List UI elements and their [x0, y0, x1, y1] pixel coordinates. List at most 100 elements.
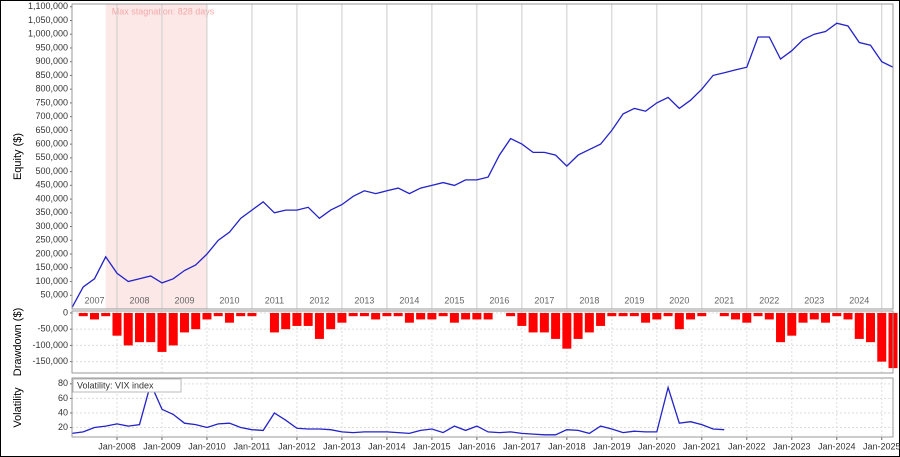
drawdown-bar: [719, 312, 729, 317]
x-tick-label: Jan-2016: [458, 441, 496, 451]
drawdown-bar: [472, 312, 482, 320]
x-tick-label: Jan-2023: [773, 441, 811, 451]
stagnation-band: [105, 4, 207, 309]
year-label: 2017: [534, 295, 554, 305]
year-labels: 2007 2008 2009 2010 2011 2012 2013 2014 2015 2016…: [84, 295, 869, 305]
drawdown-bar: [303, 312, 313, 326]
y-tick-label: 1,000,000: [28, 29, 68, 39]
y-tick-label: 500,000: [35, 166, 68, 176]
drawdown-bar: [101, 312, 111, 317]
y-tick-label: 50,000: [40, 290, 68, 300]
drawdown-bar: [146, 312, 156, 343]
drawdown-bar: [787, 312, 797, 336]
x-tick-label: Jan-2025: [863, 441, 900, 451]
x-tick-label: Jan-2024: [818, 441, 856, 451]
drawdown-bar: [236, 312, 246, 317]
drawdown-bar: [663, 312, 673, 317]
drawdown-bar: [731, 312, 741, 320]
y-tick-label: 350,000: [35, 207, 68, 217]
drawdown-bar: [573, 312, 583, 339]
y-tick-label: 950,000: [35, 42, 68, 52]
y-tick-label: 800,000: [35, 84, 68, 94]
panel: 0 -50,000 -100,000 -150,000 Drawdown ($): [12, 307, 898, 376]
y-tick-label: 850,000: [35, 70, 68, 80]
y-tick-label: 100,000: [35, 276, 68, 286]
line: [71, 22, 894, 308]
plot-area: [72, 378, 893, 437]
year-label: 2014: [399, 295, 419, 305]
drawdown-bar: [809, 312, 819, 320]
stagnation-label: Max stagnation: 828 days: [112, 6, 215, 16]
drawdown-bar: [382, 312, 392, 317]
drawdown-bar: [821, 312, 831, 323]
y-tick-label: 450,000: [35, 180, 68, 190]
annotation: Volatility: VIX index: [77, 380, 154, 390]
y-tick-label: 1,100,000: [28, 1, 68, 11]
plot-area: [72, 311, 893, 373]
y-tick-label: 150,000: [35, 262, 68, 272]
drawdown-bar: [506, 312, 516, 317]
year-label: 2009: [174, 295, 194, 305]
y-tick-label: 80: [58, 378, 68, 388]
drawdown-bar: [697, 312, 707, 317]
drawdown-bar: [551, 312, 561, 339]
drawdown-bar: [157, 312, 167, 352]
x-tick-label: Jan-2013: [323, 441, 361, 451]
drawdown-bar: [78, 312, 88, 317]
x-tick-label: Jan-2022: [728, 441, 766, 451]
y-tick-label: 250,000: [35, 235, 68, 245]
drawdown-bar: [596, 312, 606, 326]
y-axis-title: Volatility: [12, 387, 24, 428]
y-tick-label: 1,050,000: [28, 15, 68, 25]
drawdown-bar: [461, 312, 471, 320]
year-label: 2021: [714, 295, 734, 305]
y-axis-title: Drawdown ($): [12, 308, 24, 376]
drawdown-bar: [348, 312, 358, 317]
drawdown-bar: [89, 312, 99, 320]
year-label: 2019: [624, 295, 644, 305]
drawdown-bar: [539, 312, 549, 333]
y-tick-label: 650,000: [35, 125, 68, 135]
x-tick-label: Jan-2011: [234, 441, 271, 451]
year-label: 2020: [669, 295, 689, 305]
y-tick-label: 0: [63, 307, 68, 317]
drawdown-bar: [449, 312, 459, 323]
y-tick-label: -50,000: [37, 324, 68, 334]
drawdown-bar: [224, 312, 234, 323]
drawdown-bar: [416, 312, 426, 320]
drawdown-bar: [877, 312, 887, 362]
year-label: 2022: [759, 295, 779, 305]
y-tick-label: 900,000: [35, 56, 68, 66]
drawdown-bar: [854, 312, 864, 339]
year-label: 2013: [354, 295, 374, 305]
x-tick-label: Jan-2014: [368, 441, 406, 451]
drawdown-bar: [866, 312, 876, 343]
y-tick-label: -150,000: [32, 356, 68, 366]
y-axis-title: Equity ($): [12, 133, 24, 180]
year-label: 2016: [489, 295, 509, 305]
drawdown-bar: [629, 312, 639, 317]
panel-frame: [71, 3, 894, 310]
drawdown-bar: [438, 312, 448, 317]
drawdown-bar: [123, 312, 133, 346]
y-tick-label: 60: [58, 393, 68, 403]
drawdown-bar: [686, 312, 696, 320]
x-tick-label: Jan-2018: [548, 441, 586, 451]
drawdown-bar: [247, 312, 257, 317]
x-tick-label: Jan-2019: [593, 441, 631, 451]
x-tick-label: Jan-2021: [683, 441, 721, 451]
y-tick-label: 700,000: [35, 111, 68, 121]
year-label: 2015: [444, 295, 464, 305]
y-tick-label: 20: [58, 422, 68, 432]
drawdown-bar: [292, 312, 302, 326]
y-tick-label: 550,000: [35, 152, 68, 162]
drawdown-bar: [798, 312, 808, 323]
x-tick-label: Jan-2009: [143, 441, 181, 451]
drawdown-bar: [427, 312, 437, 320]
y-tick-label: -100,000: [32, 340, 68, 350]
drawdown-bar: [753, 312, 763, 317]
drawdown-bar: [742, 312, 752, 323]
drawdown-bar: [584, 312, 594, 333]
drawdown-bar: [393, 312, 403, 317]
